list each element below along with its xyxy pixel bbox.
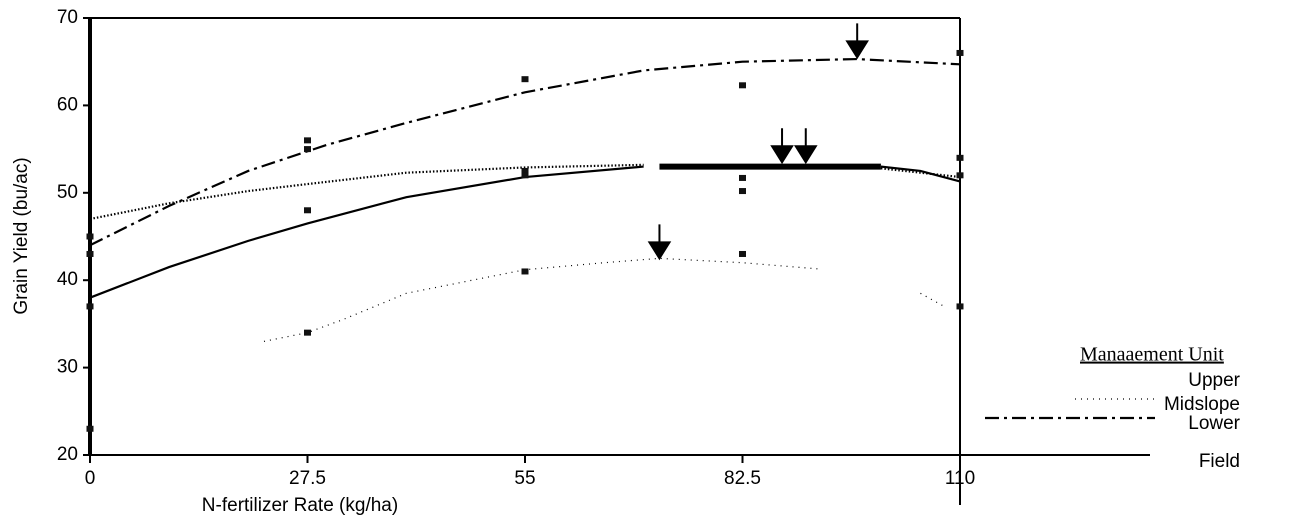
y-tick-label: 30 [57, 357, 78, 378]
legend-label: Lower [1188, 413, 1240, 434]
data-point [521, 268, 529, 275]
y-tick-label: 20 [57, 444, 78, 465]
data-point [86, 303, 94, 310]
data-point [739, 82, 746, 89]
data-point [86, 250, 94, 257]
legend-label: Upper [1188, 370, 1240, 391]
optimum-arrow [647, 224, 672, 261]
legend-title: Manaaement Unit [1080, 344, 1224, 366]
data-point [304, 207, 311, 214]
series-line [89, 165, 961, 299]
data-point [739, 188, 746, 195]
data-point [956, 303, 964, 310]
x-tick-label: 82.5 [724, 468, 761, 489]
data-point [304, 137, 311, 144]
legend-label: Field [1199, 451, 1240, 472]
legend-label: Midslope [1164, 394, 1240, 415]
data-point [521, 172, 529, 179]
optimum-arrow [770, 128, 794, 165]
x-tick-label: 27.5 [289, 468, 326, 489]
data-point [86, 233, 94, 240]
series-line [89, 163, 961, 221]
x-tick-label: 0 [85, 468, 96, 489]
x-axis-title: N-fertilizer Rate (kg/ha) [202, 495, 398, 516]
x-tick-label: 55 [514, 468, 535, 489]
y-tick-label: 50 [57, 182, 78, 203]
y-axis-title: Grain Yield (bu/ac) [11, 157, 32, 314]
data-point [86, 425, 94, 432]
data-point [521, 167, 529, 174]
data-point [304, 329, 311, 336]
data-point [739, 174, 746, 181]
series-line [263, 257, 945, 342]
y-tick-label: 60 [57, 94, 78, 115]
data-point [739, 250, 746, 257]
optimum-arrow [845, 23, 869, 60]
y-tick-label: 40 [57, 269, 78, 290]
y-tick-label: 70 [57, 7, 78, 28]
data-point [956, 49, 964, 56]
data-point [304, 146, 311, 153]
data-point [956, 154, 964, 161]
data-point [521, 76, 529, 83]
optimum-arrow [793, 128, 818, 165]
series-line [89, 57, 961, 247]
data-point [956, 172, 964, 179]
x-tick-label: 110 [945, 468, 975, 489]
